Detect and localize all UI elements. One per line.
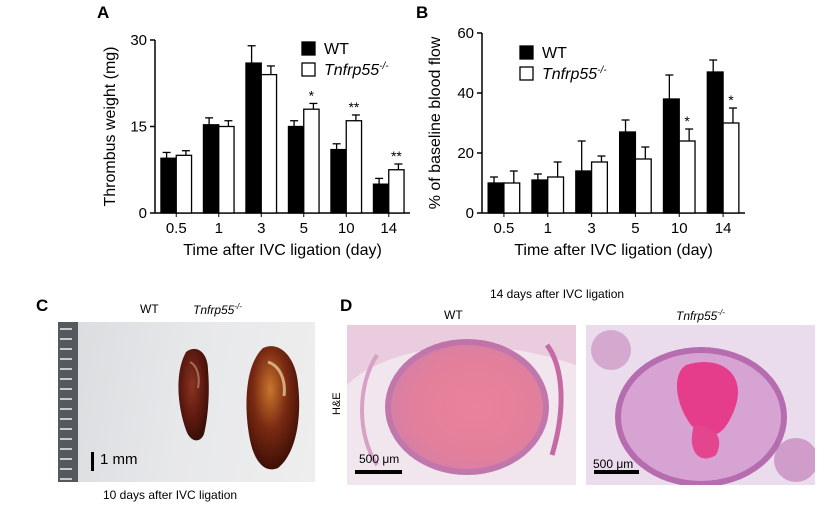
legend-swatch-ko [301,62,316,77]
x-tick-label: 14 [380,220,397,237]
bar-wt [487,182,505,214]
ruler [58,322,78,482]
x-tick-label: 5 [300,220,308,237]
bar-ko [590,161,609,214]
x-tick-label: 3 [587,220,595,237]
scale-bar-ko [594,470,639,474]
y-tick-label: 15 [130,119,147,136]
y-tick-label: 0 [139,205,147,222]
legend-swatch-wt [301,41,316,56]
significance-mark: ** [391,148,402,164]
bar-wt [372,183,390,214]
bar-wt [706,71,724,214]
x-tick-label: 14 [715,220,732,237]
bar-ko [345,120,363,214]
panel-letter-a: A [97,3,110,22]
thrombus-wt [178,348,209,441]
blood-flow-chart: 0 20 40 60 0.5 1 3 5 10 14 * * Time after IVC ligati… [427,25,745,259]
significance-mark: ** [348,99,359,115]
bar-wt [575,170,593,214]
bar-ko [260,73,278,214]
bar-ko [388,169,405,214]
y-tick-label: 40 [457,85,474,102]
bar-ko [503,182,521,214]
x-tick-label: 0.5 [493,220,514,237]
photo-label-wt: WT [140,302,159,316]
scale-bar-1mm [91,452,94,471]
scale-label-ko: 500 μm [593,457,634,471]
legend-label-ko: Tnfrp55-/- [542,65,607,83]
panel-letter-b: B [416,3,429,22]
photo-caption: 10 days after IVC ligation [103,488,238,502]
scale-bar-wt [355,470,402,474]
thrombus-ko [246,346,300,470]
scale-label-wt: 500 μm [359,452,400,466]
bar-ko [303,108,320,214]
x-axis-label: Time after IVC ligation (day) [514,242,713,259]
x-tick-label: 10 [338,220,355,237]
bar-wt [531,179,549,214]
bar-wt [330,148,347,214]
x-tick-label: 3 [257,220,265,237]
histology-wt: 500 μm [347,325,576,485]
legend-label-wt: WT [324,41,349,58]
histology-label-ko: Tnfrp55-/- [676,308,725,323]
x-tick-label: 1 [544,220,552,237]
significance-mark: * [728,92,734,108]
bar-wt [287,125,305,214]
histology-label-wt: WT [444,308,463,322]
bar-wt [662,98,680,214]
histology-ko-drawing [586,325,815,485]
bar-wt [245,62,262,214]
thrombus-photo-drawing [58,322,300,482]
bar-ko [634,158,652,214]
legend-label-wt: WT [542,45,567,62]
significance-mark: * [309,87,315,103]
bar-ko [218,125,235,214]
y-axis-label: Thrombus weight (mg) [102,46,119,206]
y-tick-label: 60 [457,25,474,42]
bar-wt [618,131,637,214]
y-tick-label: 0 [466,205,474,222]
bar-wt [160,157,177,214]
thrombus-photo: 1 mm [58,322,315,482]
y-axis-label: % of baseline blood flow [427,36,444,209]
photo-label-ko: Tnfrp55-/- [193,302,242,317]
x-tick-label: 10 [671,220,688,237]
stain-label: H&E [331,392,343,415]
histology-wt-drawing [347,325,576,485]
bar-ko [547,176,565,214]
legend-swatch-wt [519,45,534,60]
panel-letter-c: C [36,296,49,315]
legend-swatch-ko [519,66,534,81]
histology-title: 14 days after IVC ligation [490,287,625,301]
x-tick-label: 1 [215,220,223,237]
bar-ko [678,140,696,214]
x-tick-label: 5 [631,220,639,237]
scale-bar-label: 1 mm [100,451,138,468]
bar-ko [722,122,740,214]
y-tick-label: 30 [130,32,147,49]
bar-ko [175,154,193,214]
x-axis-label: Time after IVC ligation (day) [183,242,382,259]
y-tick-label: 20 [457,145,474,162]
bar-wt [202,124,220,214]
legend-label-ko: Tnfrp55-/- [324,61,389,79]
significance-mark: * [684,113,690,129]
panel-letter-d: D [340,296,353,315]
x-tick-label: 0.5 [166,220,187,237]
histology-ko: 500 μm [586,325,815,485]
